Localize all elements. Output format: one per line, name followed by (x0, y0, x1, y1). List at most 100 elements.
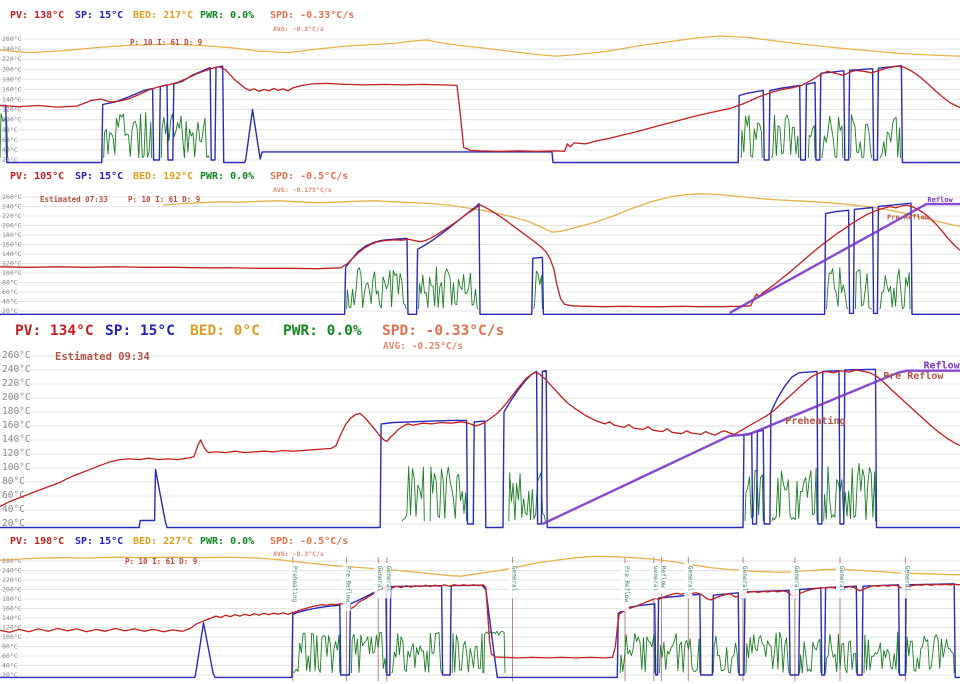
spd-readout: SPD: -0.5°C/s (270, 171, 349, 182)
phase-marker-chip (288, 563, 297, 611)
y-tick-label: 260°C (2, 35, 22, 43)
pwm-power-line (391, 631, 443, 674)
pwr-readout: PWR: 0.0% (200, 171, 255, 182)
phase-marker-label: Pre Reflow (345, 566, 352, 603)
pwm-power-line (619, 632, 656, 674)
phase-annotation: Pre Reflow (883, 371, 944, 382)
y-tick-label: 160°C (2, 605, 22, 613)
phase-marker-label: General (385, 566, 392, 592)
pwm-power-line (745, 631, 790, 674)
pwm-power-line (879, 268, 911, 310)
pwm-power-line (418, 266, 479, 310)
avg-readout: AVG: -0.3°C/s (273, 550, 324, 558)
phase-marker-label: General (652, 566, 659, 592)
phase-marker-chip (342, 563, 351, 611)
pwm-power-line (823, 462, 876, 522)
y-tick-label: 200°C (2, 586, 22, 594)
y-tick-label: 120°C (2, 624, 22, 632)
pv-readout: PV: 105°C (10, 171, 65, 182)
zone-panel-3: PV: 134°C SP: 15°C BED: 0°C PWR: 0.0% SP… (0, 318, 960, 534)
phase-marker-label: General (741, 566, 748, 592)
setpoint-line (0, 64, 960, 164)
sp-readout: SP: 15°C (75, 536, 124, 547)
pwm-power-line (905, 634, 955, 674)
y-tick-label: 80°C (2, 279, 18, 287)
pwm-power-line (533, 270, 543, 310)
avg-readout: AVG: -0.3°C/s (273, 25, 324, 33)
y-tick-label: 240°C (2, 567, 22, 575)
y-tick-label: 220°C (2, 576, 22, 584)
pwm-power-line (451, 633, 484, 674)
y-tick-label: 60°C (2, 490, 25, 501)
profile-ramp-line (541, 369, 960, 526)
y-tick-label: 180°C (2, 231, 22, 239)
pwm-power-line (0, 113, 9, 159)
y-tick-label: 160°C (2, 85, 22, 93)
pid-readout: P: 10 I: 61 D: 9 (125, 557, 198, 566)
bed-readout: BED: 0°C (190, 323, 260, 339)
pwm-power-line (825, 633, 857, 674)
y-tick-label: 40°C (2, 662, 18, 670)
pwm-power-line (401, 466, 425, 522)
y-tick-label: 200°C (2, 222, 22, 230)
phase-marker-label: Pre Reflow (623, 566, 630, 603)
y-tick-label: 100°C (2, 633, 22, 641)
y-tick-label: 220°C (2, 55, 22, 63)
phase-annotation: Pre Reflow (887, 213, 930, 221)
bed-temperature-line (163, 193, 960, 233)
avg-readout: AVG: -0.175°C/s (273, 186, 332, 194)
y-tick-label: 260°C (2, 557, 22, 565)
zone-3-chart: 260°C 240°C 220°C 200°C 180°C 160°C 140°C 120°C… (0, 350, 960, 529)
pwm-power-line (771, 114, 800, 159)
y-tick-label: 20°C (2, 671, 18, 679)
pv-readout: PV: 134°C (15, 323, 94, 339)
y-tick-label: 40°C (2, 146, 18, 154)
pwm-power-line (826, 267, 849, 310)
pwm-power-line (103, 112, 153, 159)
y-tick-label: 240°C (2, 203, 22, 211)
bed-temperature-line (0, 555, 960, 577)
y-tick-label: 60°C (2, 136, 18, 144)
pwr-readout: PWR: 0.0% (200, 536, 255, 547)
y-tick-label: 180°C (2, 75, 22, 83)
y-tick-label: 100°C (2, 462, 31, 473)
y-tick-label: 120°C (2, 106, 22, 114)
pwm-power-line (350, 631, 387, 674)
phase-annotation: Preheating (785, 415, 845, 427)
phase-marker-chip (657, 563, 666, 595)
sp-readout: SP: 15°C (105, 323, 175, 339)
phase-marker-chip (739, 563, 747, 599)
bed-readout: BED: 217°C (133, 10, 194, 21)
y-tick-label: 140°C (2, 250, 22, 258)
spd-readout: SPD: -0.33°C/s (270, 10, 355, 21)
pwm-power-line (821, 115, 844, 159)
y-tick-label: 60°C (2, 288, 18, 296)
pwm-power-line (659, 633, 701, 674)
y-tick-label: 160°C (2, 241, 22, 249)
zone-1-chart: 260°C 240°C 220°C 200°C 180°C 160°C 140°C 120°C… (0, 35, 960, 164)
phase-marker-label: Reflow (659, 566, 666, 588)
y-tick-label: 260°C (2, 350, 31, 361)
y-tick-label: 180°C (2, 595, 22, 603)
pwm-power-line (508, 472, 546, 522)
y-tick-label: 80°C (2, 643, 18, 651)
pwm-power-line (771, 467, 818, 522)
y-tick-label: 240°C (2, 45, 22, 53)
y-tick-label: 200°C (2, 392, 31, 403)
spd-readout: SPD: -0.5°C/s (270, 536, 349, 547)
pwm-power-line (429, 466, 468, 522)
y-tick-label: 20°C (2, 518, 25, 529)
estimated-time: Estimated 07:33 (40, 195, 108, 204)
bed-readout: BED: 192°C (133, 171, 194, 182)
y-tick-label: 100°C (2, 116, 22, 124)
phase-marker-label: Preheating (291, 566, 298, 603)
phase-marker-chip (649, 563, 658, 599)
pwm-power-line (879, 117, 901, 159)
phase-marker-chip (508, 563, 517, 599)
phase-annotation: Reflow (924, 361, 960, 372)
process-value-line (0, 204, 960, 308)
phase-marker-label: General (511, 566, 518, 592)
